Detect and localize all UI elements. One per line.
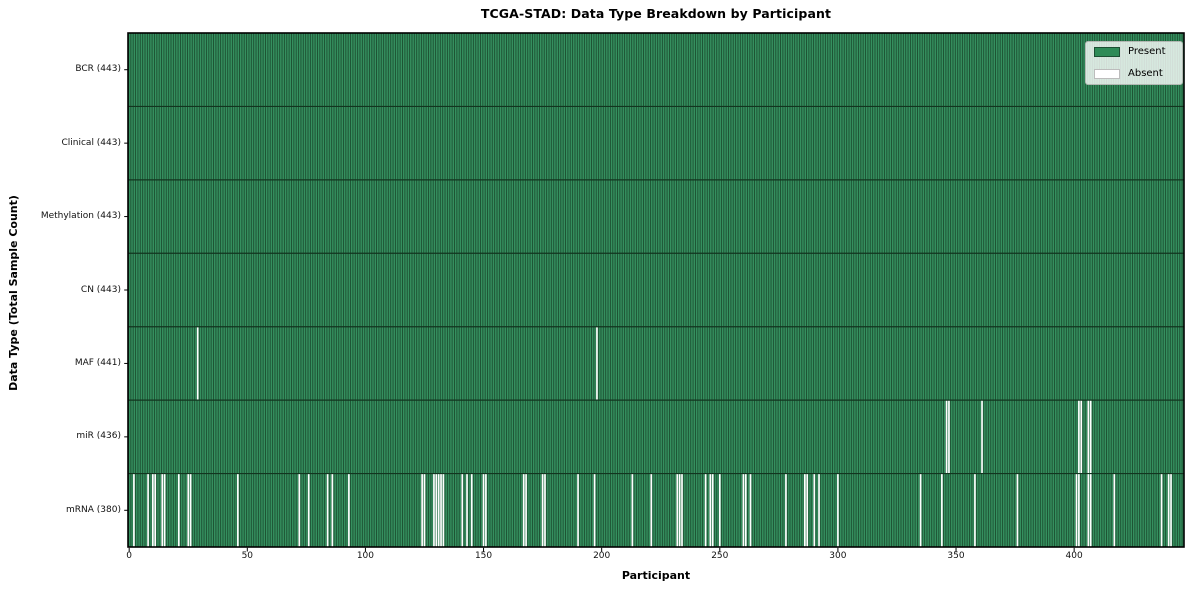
x-tick-label: 200 bbox=[593, 551, 611, 561]
legend-label-absent: Absent bbox=[1128, 68, 1163, 79]
x-axis-label: Participant bbox=[621, 569, 691, 582]
legend-item-absent: Absent bbox=[1094, 69, 1174, 79]
y-tick-label: CN (443) bbox=[80, 284, 121, 295]
x-tick-label: 50 bbox=[241, 551, 254, 561]
legend-label-present: Present bbox=[1128, 46, 1166, 57]
legend-swatch-present-icon bbox=[1094, 47, 1120, 57]
x-tick-label: 250 bbox=[711, 551, 729, 561]
y-tick-label: mRNA (380) bbox=[66, 504, 121, 515]
y-tick-label: Clinical (443) bbox=[61, 137, 121, 148]
x-tick-label: 300 bbox=[829, 551, 847, 561]
x-tick-label: 350 bbox=[947, 551, 965, 561]
y-tick-label: MAF (441) bbox=[74, 357, 121, 368]
y-tick-label: miR (436) bbox=[76, 431, 121, 442]
legend-swatch-absent-icon bbox=[1094, 69, 1120, 79]
y-axis-label: Data Type (Total Sample Count) bbox=[7, 195, 20, 391]
legend-item-present: Present bbox=[1094, 47, 1174, 57]
y-tick-label: Methylation (443) bbox=[40, 211, 121, 222]
y-tick-label: BCR (443) bbox=[75, 64, 121, 75]
x-tick-label: 150 bbox=[474, 551, 493, 561]
chart-title: TCGA-STAD: Data Type Breakdown by Partic… bbox=[480, 6, 832, 21]
x-tick-label: 400 bbox=[1065, 551, 1083, 561]
legend: Present Absent bbox=[1085, 41, 1183, 85]
x-tick-label: 0 bbox=[126, 551, 133, 561]
x-tick-label: 100 bbox=[356, 551, 375, 561]
